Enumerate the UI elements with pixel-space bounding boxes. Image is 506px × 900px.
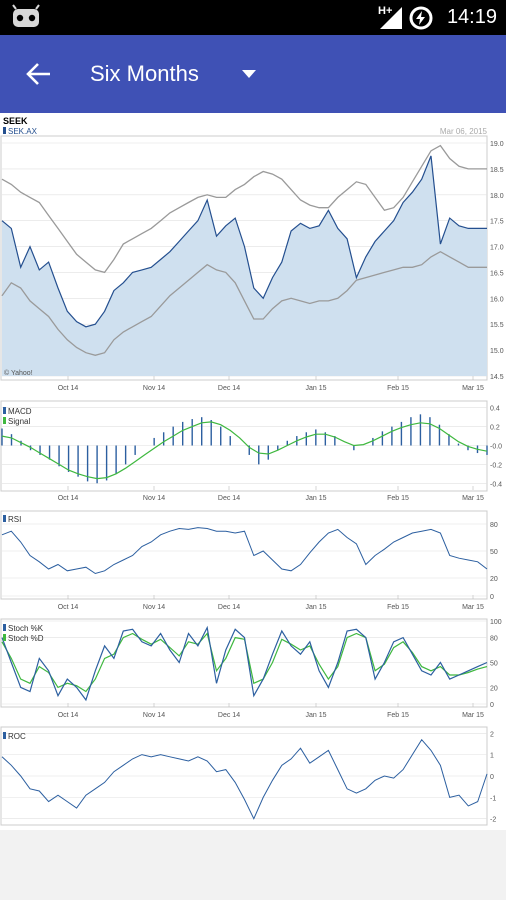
status-bar: H+ 14:19: [0, 0, 506, 35]
macd-panel-frame: [0, 400, 488, 492]
price-y-tick-label: 15.5: [490, 322, 504, 329]
price-x-tick-label: Mar 15: [462, 385, 484, 392]
stoch-x-tick-label: Dec 14: [218, 712, 240, 719]
rsi-panel: 80 50 20 0 Oct 14 Nov 14 Dec 14 Jan 15 Feb 15 Mar…: [1, 522, 498, 611]
legend-roc: ROC: [8, 732, 26, 741]
macd-x-tick-label: Oct 14: [58, 495, 79, 502]
chart-symbol: SEK.AX: [8, 127, 38, 136]
price-y-tick-label: 18.0: [490, 193, 504, 200]
rsi-x-tick-label: Oct 14: [58, 604, 79, 611]
rsi-y-tick-label: 50: [490, 549, 498, 556]
macd-y-tick-label: 0.4: [490, 406, 500, 413]
legend-macd: MACD: [8, 407, 32, 416]
legend-swatch-symbol: [3, 127, 6, 134]
price-y-tick-label: 16.0: [490, 296, 504, 303]
legend-stoch-k: Stoch %K: [8, 624, 44, 633]
price-y-tick-label: 17.0: [490, 245, 504, 252]
legend-swatch-signal: [3, 417, 6, 424]
bottom-blank-area: [0, 830, 506, 900]
macd-x-tick-label: Feb 15: [387, 495, 409, 502]
upper-band-line: [1, 144, 487, 274]
macd-x-tick-label: Nov 14: [143, 495, 165, 502]
stoch-y-tick-label: 0: [490, 702, 494, 709]
app-bar: Six Months: [0, 35, 506, 113]
battery-charging-icon: [409, 6, 433, 30]
price-y-tick-label: 19.0: [490, 141, 504, 148]
chart-date: Mar 06, 2015: [440, 127, 488, 136]
price-x-tick-label: Nov 14: [143, 385, 165, 392]
rsi-x-tick-label: Jan 15: [305, 604, 326, 611]
rsi-line: [1, 527, 488, 575]
roc-line: [1, 738, 488, 820]
price-y-tick-label: 18.5: [490, 167, 504, 174]
stoch-y-tick-label: 50: [490, 661, 498, 668]
status-time: 14:19: [446, 6, 497, 28]
stoch-x-tick-label: Nov 14: [143, 712, 165, 719]
caret-down-icon[interactable]: [242, 70, 258, 80]
macd-signal-line: [1, 421, 488, 480]
stoch-panel: 100 80 50 20 0 Oct 14 Nov 14 Dec 14 Jan 15 Feb 15…: [1, 619, 502, 719]
chart-title: SEEK: [3, 116, 28, 126]
macd-panel: 0.4 0.2 -0.0 -0.2 -0.4 Oct 14 Nov 14 Dec 14 Jan …: [1, 406, 502, 502]
price-x-tick-label: Feb 15: [387, 385, 409, 392]
roc-y-tick-label: -2: [490, 817, 496, 824]
rsi-x-tick-label: Nov 14: [143, 604, 165, 611]
stoch-x-tick-label: Oct 14: [58, 712, 79, 719]
macd-y-tick-label: -0.2: [490, 462, 502, 469]
legend-rsi: RSI: [8, 515, 21, 524]
chart-area: SEEK SEK.AX Mar 06, 2015 19.0 18.5 18.0 17.…: [0, 113, 506, 830]
macd-x-tick-label: Dec 14: [218, 495, 240, 502]
roc-y-tick-label: 2: [490, 731, 494, 738]
rsi-y-tick-label: 80: [490, 522, 498, 529]
stoch-y-tick-label: 20: [490, 685, 498, 692]
macd-x-tick-label: Mar 15: [462, 495, 484, 502]
lower-band-line: [1, 250, 487, 356]
stoch-x-tick-label: Feb 15: [387, 712, 409, 719]
legend-swatch-stoch-k: [3, 624, 6, 631]
legend-swatch-rsi: [3, 515, 6, 522]
roc-panel: 2 1 0 -1 -2: [1, 731, 496, 824]
rsi-y-tick-label: 20: [490, 576, 498, 583]
stoch-panel-frame: [0, 618, 488, 708]
macd-x-tick-label: Jan 15: [305, 495, 326, 502]
legend-swatch-macd: [3, 407, 6, 414]
legend-swatch-stoch-d: [3, 634, 6, 641]
macd-y-tick-label: 0.2: [490, 425, 500, 432]
stoch-y-tick-label: 100: [490, 619, 502, 626]
stock-chart: SEEK SEK.AX Mar 06, 2015 19.0 18.5 18.0 17.…: [0, 116, 504, 826]
stoch-x-tick-label: Jan 15: [305, 712, 326, 719]
page-title[interactable]: Six Months: [90, 61, 199, 86]
stoch-k-line: [1, 625, 488, 702]
legend-swatch-roc: [3, 732, 6, 739]
macd-y-tick-label: -0.4: [490, 481, 502, 488]
rsi-panel-frame: [0, 510, 488, 600]
price-y-tick-label: 17.5: [490, 219, 504, 226]
arrow-left-icon[interactable]: [24, 59, 54, 89]
network-type: H+: [378, 5, 393, 17]
roc-y-tick-label: -1: [490, 795, 496, 802]
stoch-x-tick-label: Mar 15: [462, 712, 484, 719]
price-area-fill: [2, 155, 487, 376]
price-y-tick-label: 16.5: [490, 270, 504, 277]
legend-signal: Signal: [8, 417, 30, 426]
legend-stoch-d: Stoch %D: [8, 634, 44, 643]
stoch-y-tick-label: 80: [490, 636, 498, 643]
rsi-x-tick-label: Dec 14: [218, 604, 240, 611]
roc-y-tick-label: 0: [490, 774, 494, 781]
price-x-tick-label: Dec 14: [218, 385, 240, 392]
price-x-tick-label: Jan 15: [305, 385, 326, 392]
roc-y-tick-label: 1: [490, 753, 494, 760]
macd-y-tick-label: -0.0: [490, 444, 502, 451]
price-line: [1, 155, 487, 328]
rsi-y-tick-label: 0: [490, 594, 494, 601]
yahoo-watermark: © Yahoo!: [4, 369, 33, 377]
signal-icon: [380, 7, 402, 29]
price-y-tick-label: 14.5: [490, 374, 504, 381]
price-x-tick-label: Oct 14: [58, 385, 79, 392]
rsi-x-tick-label: Feb 15: [387, 604, 409, 611]
price-y-tick-label: 15.0: [490, 348, 504, 355]
rsi-x-tick-label: Mar 15: [462, 604, 484, 611]
price-panel: 19.0 18.5 18.0 17.5 17.0 16.5 16.0 15.5 15.0 14.5…: [1, 141, 504, 392]
cyanogen-robot-icon: [12, 4, 40, 27]
